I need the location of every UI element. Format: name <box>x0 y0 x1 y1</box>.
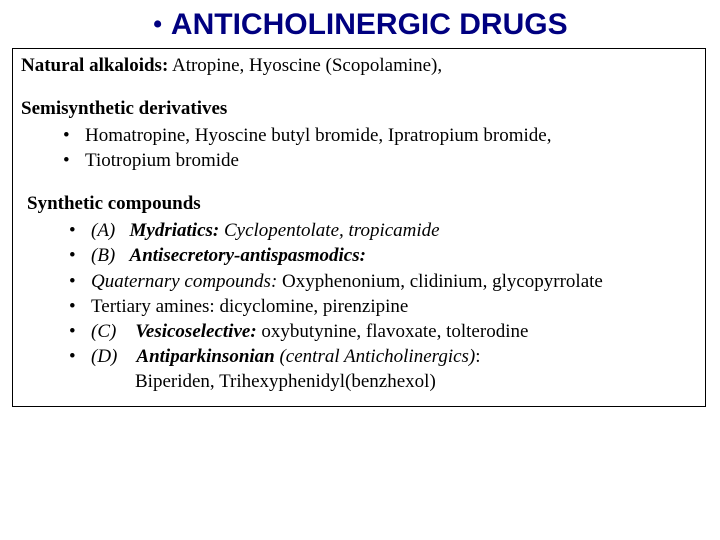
item-letter: (D) <box>91 346 117 367</box>
content-box: Natural alkaloids: Atropine, Hyoscine (S… <box>12 48 706 407</box>
list-item: Tertiary amines: dicyclomine, pirenzipin… <box>69 294 697 319</box>
item-continuation: Biperiden, Trihexyphenidyl(benzhexol) <box>27 369 697 394</box>
item-letter: (B) <box>91 245 115 266</box>
list-item: (B) Antisecretory-antispasmodics: <box>69 243 697 268</box>
natural-heading: Natural alkaloids: <box>21 55 168 76</box>
item-cont-text: Biperiden, Trihexyphenidyl(benzhexol) <box>135 371 436 392</box>
item-paren: (central Anticholinergics) <box>275 346 476 367</box>
list-item-text: Tiotropium bromide <box>85 150 239 171</box>
item-colon: : <box>475 346 480 367</box>
slide-title: ANTICHOLINERGIC DRUGS <box>171 8 568 42</box>
list-item: (A) Mydriatics: Cyclopentolate, tropicam… <box>69 218 697 243</box>
item-rest: Cyclopentolate, tropicamide <box>219 220 439 241</box>
list-item: Quaternary compounds: Oxyphenonium, clid… <box>69 269 697 294</box>
semisynthetic-bullets: Homatropine, Hyoscine butyl bromide, Ipr… <box>21 123 697 173</box>
semisynthetic-heading: Semisynthetic derivatives <box>21 96 697 121</box>
item-letter: (A) <box>91 220 115 241</box>
item-rest: oxybutynine, flavoxate, tolterodine <box>257 321 529 342</box>
section-semisynthetic: Semisynthetic derivatives Homatropine, H… <box>21 96 697 173</box>
title-row: • ANTICHOLINERGIC DRUGS <box>12 8 708 42</box>
list-item: Tiotropium bromide <box>63 148 697 173</box>
item-label: Vesicoselective: <box>135 321 256 342</box>
synthetic-bullets: (A) Mydriatics: Cyclopentolate, tropicam… <box>27 218 697 368</box>
item-label: Antisecretory-antispasmodics: <box>130 245 366 266</box>
section-synthetic: Synthetic compounds (A) Mydriatics: Cycl… <box>27 191 697 394</box>
slide: • ANTICHOLINERGIC DRUGS Natural alkaloid… <box>0 0 720 540</box>
item-label: Quaternary compounds: <box>91 271 277 292</box>
title-bullet-icon: • <box>152 8 163 42</box>
item-rest: Oxyphenonium, clidinium, glycopyrrolate <box>277 271 603 292</box>
item-letter: (C) <box>91 321 116 342</box>
item-rest: dicyclomine, pirenzipine <box>219 296 408 317</box>
natural-text: Atropine, Hyoscine (Scopolamine), <box>168 55 442 76</box>
synthetic-heading: Synthetic compounds <box>27 191 697 216</box>
list-item: (C) Vesicoselective: oxybutynine, flavox… <box>69 319 697 344</box>
list-item: (D) Antiparkinsonian (central Anticholin… <box>69 344 697 369</box>
section-natural: Natural alkaloids: Atropine, Hyoscine (S… <box>21 53 697 78</box>
item-label: Antiparkinsonian <box>136 346 274 367</box>
item-label: Mydriatics: <box>130 220 220 241</box>
item-label: Tertiary amines: <box>91 296 219 317</box>
list-item-text: Homatropine, Hyoscine butyl bromide, Ipr… <box>85 125 551 146</box>
list-item: Homatropine, Hyoscine butyl bromide, Ipr… <box>63 123 697 148</box>
